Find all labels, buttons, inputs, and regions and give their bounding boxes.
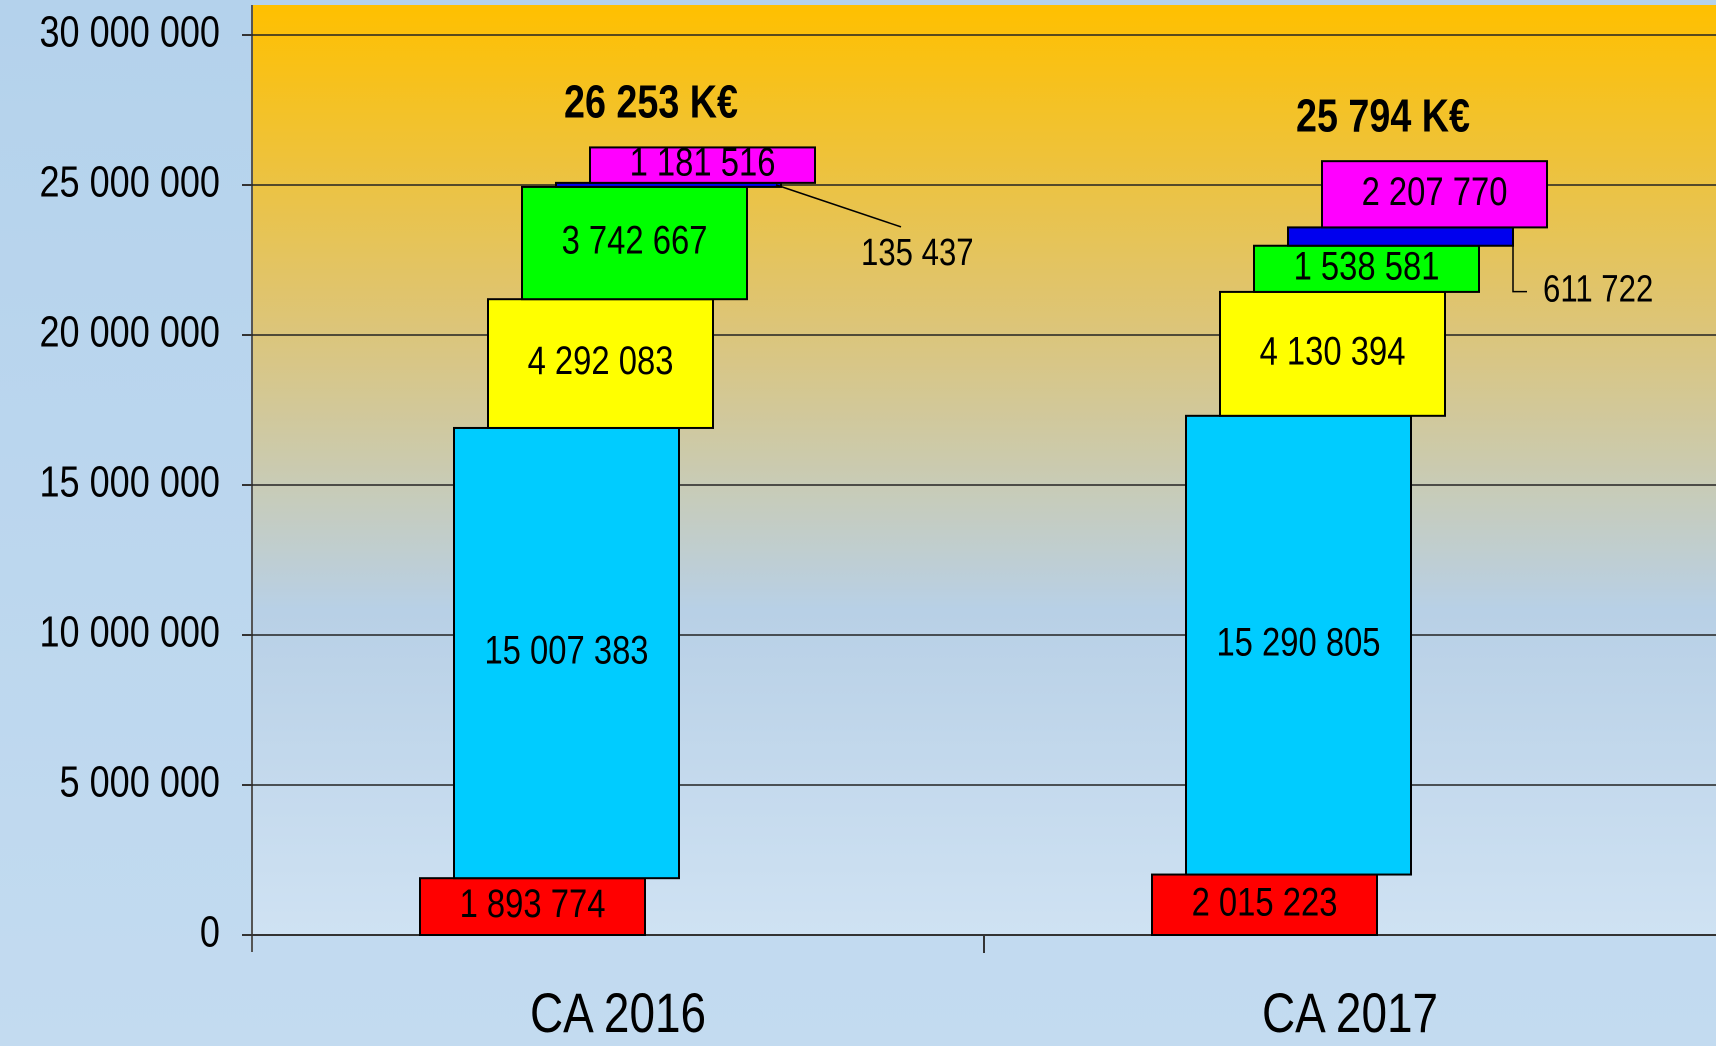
- bar-segment: [1219, 290, 1446, 417]
- bar-segment: [1151, 873, 1378, 937]
- data-label: 1 181 516: [630, 140, 776, 185]
- bar-segment: [487, 298, 714, 429]
- data-label: 2 015 223: [1192, 879, 1338, 924]
- leader-line: [775, 184, 902, 228]
- bar-segment: [1287, 226, 1514, 247]
- bar-segment: [453, 426, 680, 880]
- data-label: 15 290 805: [1216, 620, 1380, 665]
- y-tick-label: 30 000 000: [39, 7, 220, 56]
- data-label: 1 893 774: [460, 881, 606, 926]
- y-tick-label: 25 000 000: [39, 157, 220, 206]
- bar-segment: [419, 877, 646, 936]
- total-label: 26 253 K€: [564, 76, 738, 127]
- total-label: 25 794 K€: [1296, 90, 1470, 141]
- data-label: 15 007 383: [484, 628, 648, 673]
- data-label: 135 437: [861, 232, 974, 274]
- bar-segment: [1321, 160, 1548, 229]
- x-tick-label: CA 2016: [530, 981, 706, 1043]
- data-label: 4 292 083: [528, 338, 674, 383]
- data-label: 1 538 581: [1294, 243, 1440, 288]
- data-label: 4 130 394: [1260, 328, 1406, 373]
- y-tick-label: 10 000 000: [39, 607, 220, 656]
- y-tick-label: 20 000 000: [39, 307, 220, 356]
- bar-segment: [1185, 414, 1412, 876]
- bar-segment: [589, 146, 816, 184]
- data-label: 2 207 770: [1362, 169, 1508, 214]
- y-tick-label: 0: [200, 907, 220, 956]
- y-tick-label: 15 000 000: [39, 457, 220, 506]
- x-tick-label: CA 2017: [1262, 981, 1438, 1043]
- data-label: 3 742 667: [562, 218, 708, 263]
- y-tick-label: 5 000 000: [60, 757, 220, 806]
- data-label: 611 722: [1543, 269, 1653, 311]
- leader-line: [1512, 236, 1527, 293]
